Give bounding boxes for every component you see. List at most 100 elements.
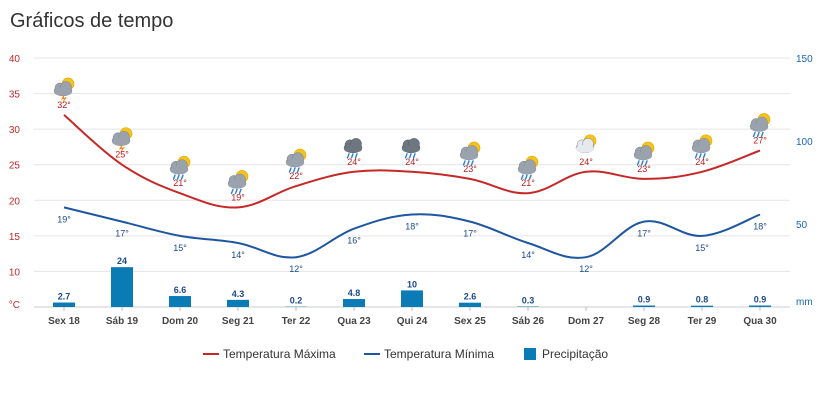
precipitation-data-label: 2.6 [464, 292, 477, 302]
x-tick-label: Sáb 26 [512, 316, 545, 327]
min-temperature-label: 15° [173, 243, 187, 253]
sun-cloud-rain-icon [691, 134, 713, 159]
sun-cloud-icon [575, 134, 597, 154]
cloud-rain-icon [343, 138, 363, 159]
precipitation-bar[interactable] [111, 267, 133, 307]
min-temperature-label: 14° [521, 250, 535, 260]
legend-label: Temperatura Mínima [384, 347, 494, 361]
max-temperature-label: 19° [231, 192, 245, 202]
min-temperature-label: 17° [637, 229, 651, 239]
legend-label: Temperatura Máxima [223, 347, 336, 361]
sun-cloud-rain-icon [749, 113, 771, 138]
temperature-lines [63, 114, 761, 259]
precipitation-data-label: 4.8 [348, 288, 361, 298]
min-temperature-label: 17° [115, 229, 129, 239]
min-temperature-label: 18° [753, 222, 767, 232]
axes: 40 35 30 25 20 15 10 °C 150 100 50 mm Sex 18 Sáb 19 Do… [9, 54, 813, 327]
x-tick-label: Seg 28 [628, 316, 661, 327]
legend-item-max-temperature[interactable]: Temperatura Máxima [203, 347, 336, 361]
min-temperature-label: 17° [463, 229, 477, 239]
sun-cloud-rain-icon [517, 155, 539, 180]
precipitation-data-label: 0.2 [290, 296, 303, 306]
min-temperature-label: 19° [57, 214, 71, 224]
legend-swatch [524, 348, 536, 360]
legend-item-min-temperature[interactable]: Temperatura Mínima [364, 347, 494, 361]
sun-cloud-rain-icon [169, 155, 191, 180]
min-temperature-label: 14° [231, 250, 245, 260]
y-left-tick-label: 25 [9, 161, 21, 172]
legend-label: Precipitação [542, 347, 608, 361]
x-tick-label: Ter 29 [688, 316, 717, 327]
max-temperature-line[interactable] [63, 114, 761, 209]
precipitation-data-label: 6.6 [174, 285, 187, 295]
max-temperature-label: 21° [173, 178, 187, 188]
precipitation-data-label: 24 [117, 256, 127, 266]
x-tick-label: Qui 24 [397, 316, 428, 327]
y-left-tick-label: 20 [9, 196, 21, 207]
sun-cloud-storm-icon [111, 127, 133, 154]
x-tick-label: Sáb 19 [106, 316, 139, 327]
sun-cloud-rain-icon [227, 170, 249, 195]
precipitation-bar[interactable] [691, 305, 713, 307]
legend-item-precipitation[interactable]: Precipitação [524, 347, 608, 361]
max-temperature-label: 21° [521, 178, 535, 188]
precipitation-data-label: 0.8 [696, 295, 709, 305]
sun-cloud-rain-icon [459, 141, 481, 166]
grid-lines [34, 57, 790, 308]
y-left-tick-label: 10 [9, 267, 21, 278]
max-temperature-label: 27° [753, 135, 767, 145]
precipitation-bar[interactable] [633, 305, 655, 307]
precipitation-bar[interactable] [343, 299, 365, 307]
min-temperature-label: 15° [695, 243, 709, 253]
min-temperature-label: 16° [347, 236, 361, 246]
precipitation-data-label: 2.7 [58, 292, 71, 302]
y-right-tick-label: 150 [796, 54, 813, 65]
precipitation-bar[interactable] [169, 296, 191, 307]
precipitation-data-label: 0.3 [522, 296, 535, 306]
precipitation-bar[interactable] [459, 302, 481, 307]
precipitation-bars [53, 267, 771, 307]
max-temperature-label: 24° [347, 157, 361, 167]
x-tick-label: Ter 22 [282, 316, 311, 327]
max-temperature-label: 32° [57, 100, 71, 110]
max-temperature-label: 25° [115, 150, 129, 160]
max-temperature-label: 24° [405, 157, 419, 167]
min-temperature-line[interactable] [63, 206, 761, 259]
precipitation-bar[interactable] [227, 299, 249, 307]
y-left-tick-label: 40 [9, 54, 21, 65]
y-left-tick-label: 35 [9, 90, 21, 101]
y-right-tick-label: 50 [796, 220, 808, 231]
x-tick-label: Qua 23 [337, 316, 371, 327]
precipitation-bar[interactable] [401, 290, 423, 307]
min-temperature-label: 12° [579, 264, 593, 274]
min-temperature-label: 18° [405, 222, 419, 232]
max-temperature-label: 23° [637, 164, 651, 174]
precipitation-data-label: 0.9 [638, 295, 651, 305]
x-tick-label: Seg 21 [222, 316, 255, 327]
y-left-tick-label: 30 [9, 125, 21, 136]
y-right-tick-label: 100 [796, 137, 813, 148]
max-temperature-label: 22° [289, 171, 303, 181]
y-left-tick-label: 15 [9, 232, 21, 243]
precipitation-data-label: 10 [407, 279, 417, 289]
x-tick-label: Qua 30 [743, 316, 777, 327]
max-temperature-label: 23° [463, 164, 477, 174]
x-tick-label: Sex 25 [454, 316, 486, 327]
precipitation-data-label: 0.9 [754, 295, 767, 305]
sun-cloud-rain-icon [285, 148, 307, 173]
sun-cloud-storm-icon [53, 77, 75, 104]
page-title: Gráficos de tempo [10, 10, 174, 32]
min-temperature-label: 12° [289, 264, 303, 274]
precipitation-bar[interactable] [53, 302, 75, 307]
weather-icons [53, 77, 771, 195]
max-temperature-label: 24° [695, 157, 709, 167]
max-temperature-label: 24° [579, 157, 593, 167]
precipitation-data-label: 4.3 [232, 289, 245, 299]
sun-cloud-rain-icon [633, 141, 655, 166]
y-right-unit: mm [796, 297, 813, 308]
x-tick-label: Dom 27 [568, 316, 605, 327]
legend[interactable]: Temperatura Máxima Temperatura Mínima Prec… [203, 347, 608, 361]
precipitation-bar[interactable] [749, 305, 771, 307]
y-left-unit: °C [9, 300, 20, 311]
